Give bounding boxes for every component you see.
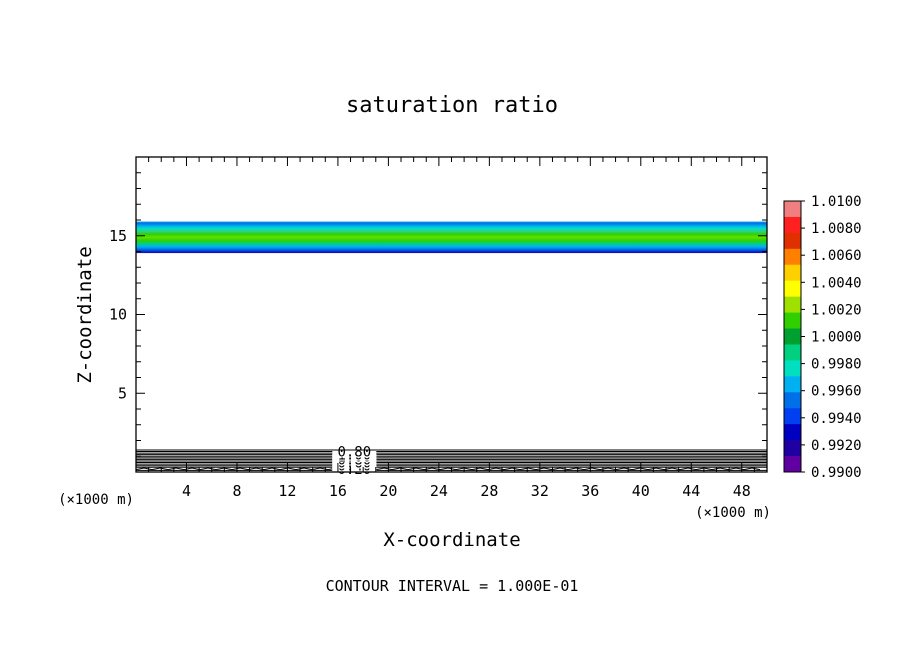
x-tick-label: 28 — [480, 482, 498, 500]
x-tick-label: 4 — [182, 482, 191, 500]
x-tick-label: 36 — [581, 482, 599, 500]
y-tick-label: 15 — [109, 227, 127, 245]
contour-label: 0.80 — [337, 445, 371, 461]
colorbar-swatch — [784, 328, 801, 345]
colorbar-label: 0.9960 — [811, 384, 862, 400]
colorbar-label: 1.0020 — [811, 302, 862, 318]
colorbar-swatch — [784, 280, 801, 298]
x-tick-label: 20 — [379, 482, 397, 500]
colorbar-label: 0.9920 — [811, 438, 862, 454]
colorbar-label: 1.0100 — [811, 194, 862, 210]
colorbar-label: 0.9900 — [811, 465, 862, 481]
colorbar-swatch — [784, 360, 801, 377]
x-tick-label: 32 — [531, 482, 549, 500]
colorbar-swatch — [784, 408, 801, 425]
colorbar-swatch — [784, 264, 801, 282]
x-unit-label: (×1000 m) — [695, 505, 771, 521]
colorbar-swatch — [784, 312, 801, 330]
colorbar-swatch — [784, 440, 801, 457]
colorbar-swatch — [784, 216, 801, 234]
x-axis-label: X-coordinate — [383, 529, 520, 551]
colorbar-swatch — [784, 392, 801, 409]
colorbar-label: 0.9940 — [811, 411, 862, 427]
x-tick-label: 40 — [632, 482, 650, 500]
x-tick-label: 48 — [733, 482, 751, 500]
contour-line — [135, 467, 761, 471]
x-tick-label: 24 — [430, 482, 448, 500]
colorbar: 1.0100 1.0080 1.0060 1.0040 1.0020 1.0000 0.99… — [783, 194, 862, 481]
colorbar-label: 1.0040 — [811, 275, 862, 291]
plot-frame — [135, 156, 768, 473]
y-tick-label: 10 — [109, 306, 127, 324]
x-tick-label: 12 — [278, 482, 296, 500]
colorbar-swatch — [784, 232, 801, 250]
colorbar-swatch — [784, 248, 801, 266]
contour-label-bg — [332, 445, 377, 458]
colorbar-label: 1.0060 — [811, 248, 862, 264]
saturation-band — [136, 221, 767, 254]
colorbar-label: 1.0000 — [811, 330, 862, 346]
x-tick-label: 8 — [232, 482, 241, 500]
x-tick-label: 16 — [329, 482, 347, 500]
y-axis-label: Z-coordinate — [74, 246, 96, 383]
colorbar-swatch — [784, 296, 801, 314]
colorbar-swatch — [784, 424, 801, 441]
x-tick-label: 44 — [682, 482, 700, 500]
y-tick-label: 5 — [118, 384, 127, 402]
plot-area: 0.200.400.600.801.001.000.80481216202428… — [109, 156, 768, 500]
y-unit-label: (×1000 m) — [58, 492, 134, 508]
colorbar-swatch — [784, 201, 801, 218]
colorbar-swatch — [784, 456, 801, 473]
colorbar-swatch — [784, 376, 801, 393]
colorbar-swatch — [784, 344, 801, 361]
chart-title: saturation ratio — [346, 93, 558, 118]
colorbar-label: 0.9980 — [811, 357, 862, 373]
footer-note: CONTOUR INTERVAL = 1.000E-01 — [326, 577, 579, 595]
colorbar-label: 1.0080 — [811, 221, 862, 237]
